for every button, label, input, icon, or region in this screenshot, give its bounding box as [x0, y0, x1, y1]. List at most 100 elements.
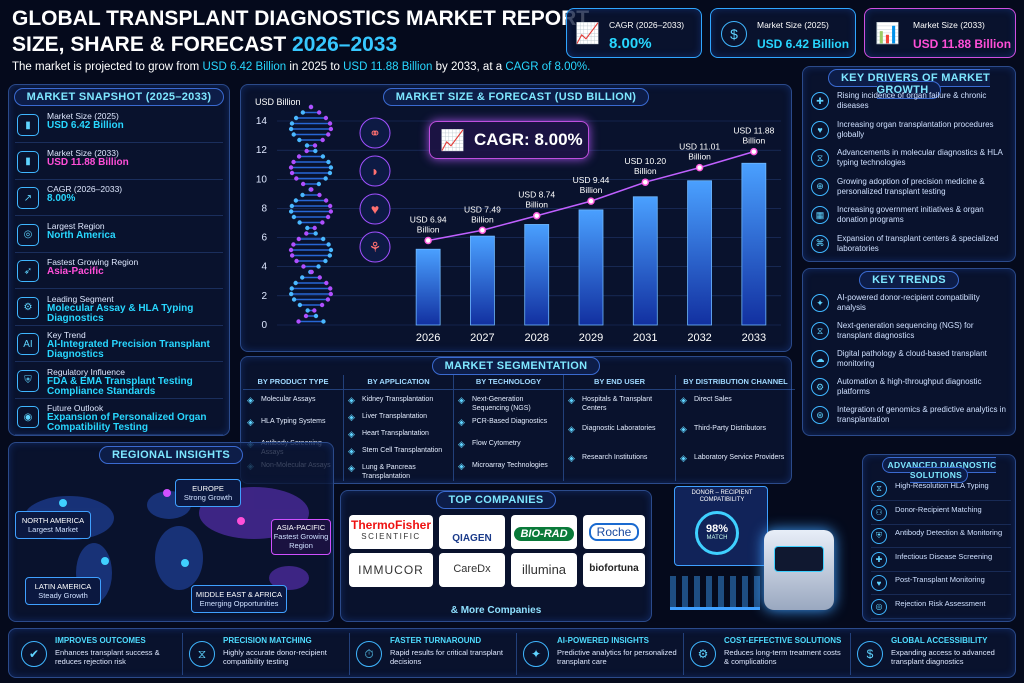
snapshot-label: Fastest Growing Region [47, 257, 139, 267]
chart-up-icon: 📈 [440, 130, 465, 152]
solution-text: Donor-Recipient Matching [895, 504, 982, 514]
regional-title: REGIONAL INSIGHTS [99, 446, 243, 464]
company-logo-roche[interactable]: Roche [583, 515, 645, 549]
panel-title: REGIONAL INSIGHTS [9, 446, 333, 464]
driver-text: Growing adoption of precision medicine &… [837, 176, 985, 196]
subtitle-c: in 2025 to [289, 61, 340, 73]
segment-icon: ◈ [247, 395, 254, 405]
company-name: CareDx [453, 563, 491, 575]
y-tick-label: 6 [261, 233, 267, 244]
x-tick-label: 2026 [416, 332, 440, 344]
stat-card-value: 8.00% [609, 35, 652, 52]
companies-title: TOP COMPANIES [435, 491, 557, 509]
trend-item: ⧖ Next-generation sequencing (NGS) for tr… [811, 319, 1011, 345]
snapshot-label: Key Trend [47, 330, 86, 340]
analytics-icon: ⊛ [811, 406, 829, 424]
title-line-2-main: SIZE, SHARE & FORECAST [12, 33, 287, 56]
title-line-1: GLOBAL TRANSPLANT DIAGNOSTICS MARKET REP… [12, 7, 590, 30]
analyzer-machine [764, 530, 834, 610]
trend-item: ⊛ Integration of genomics & predictive an… [811, 403, 1011, 429]
dna-icon: ⧖ [811, 322, 829, 340]
kidney-icon: ✚ [811, 92, 829, 110]
region-latin-america[interactable]: LATIN AMERICA Steady Growth [25, 577, 101, 605]
region-middle-east-africa[interactable]: MIDDLE EAST & AFRICA Emerging Opportunit… [191, 585, 287, 613]
driver-text: Expansion of transplant centers & specia… [837, 233, 999, 253]
data-label: USD 6.94 Billion [410, 214, 447, 234]
region-note: Emerging Opportunities [199, 599, 279, 608]
cagr-annotation: CAGR: 8.00% [474, 130, 583, 149]
region-note: Fastest Growing Region [273, 532, 329, 550]
segment-icon: ◈ [247, 417, 254, 427]
company-logo-biorad[interactable]: BIO-RAD [511, 515, 577, 549]
company-logo-qiagen[interactable]: QIAGEN [439, 515, 505, 549]
segment-icon: ◈ [568, 424, 575, 434]
driver-text: Advancements in molecular diagnostics & … [837, 148, 1003, 167]
driver-text: Increasing organ transplantation procedu… [837, 119, 994, 139]
trend-text: Next-generation sequencing (NGS) for tra… [837, 321, 974, 340]
segmentation-item-label: Kidney Transplantation [362, 396, 434, 403]
hand-heart-icon: ♥ [811, 120, 829, 139]
solution-text: Antibody Detection & Monitoring [895, 528, 1003, 537]
subtitle-d: USD 11.88 Billion [343, 61, 433, 73]
benefit-text: Rapid results for critical transplant de… [390, 648, 503, 666]
company-name: biofortuna [589, 563, 639, 574]
segment-icon: ◈ [458, 439, 465, 449]
panel-title: KEY TRENDS [803, 271, 1015, 289]
snapshot-title: MARKET SNAPSHOT (2025–2033) [13, 88, 225, 106]
data-label: USD 11.01 Billion [679, 142, 720, 162]
dna-icon: ⧖ [871, 481, 887, 497]
snapshot-value: FDA & EMA Transplant Testing Compliance … [47, 375, 193, 397]
title-line-2: SIZE, SHARE & FORECAST 2026–2033 [12, 32, 589, 58]
snapshot-item: ▮ Market Size (2033) USD 11.88 Billion [15, 146, 223, 180]
region-name: LATIN AMERICA [34, 582, 92, 591]
companies-panel: TOP COMPANIES ThermoFisher SCIENTIFIC QI… [340, 490, 652, 622]
company-name: QIAGEN [452, 533, 492, 544]
match-label: MATCH [706, 535, 728, 541]
test-tubes [670, 576, 760, 610]
stat-card-cagr: 📈 CAGR (2026–2033) 8.00% [566, 8, 702, 58]
company-logo-thermofisher[interactable]: ThermoFisher SCIENTIFIC [349, 515, 433, 549]
trend-point [641, 178, 650, 186]
segmentation-item-label: Microarray Technologies [472, 462, 548, 469]
gear-icon: ⚙ [17, 296, 39, 319]
benefit-title: COST-EFFECTIVE SOLUTIONS [724, 636, 842, 645]
company-logo-biofortuna[interactable]: biofortuna [583, 553, 645, 587]
trend-point [478, 226, 487, 235]
company-logo-caredx[interactable]: CareDx [439, 553, 505, 587]
segmentation-header: BY END USER [564, 377, 675, 390]
bar [687, 180, 712, 326]
snapshot-value: USD 6.42 Billion [47, 120, 124, 131]
benefit-title: PRECISION MATCHING [223, 636, 312, 645]
lungs-icon [359, 231, 391, 263]
benefit-text: Enhances transplant success & reduces re… [55, 648, 160, 666]
y-tick-label: 4 [261, 262, 267, 273]
benefit-item: ✦ AI-POWERED INSIGHTS Predictive analytics… [516, 633, 678, 675]
snapshot-item: AI Key Trend AI-Integrated Precision Trans… [15, 328, 223, 362]
segment-icon: ◈ [680, 395, 687, 405]
ai-chip-icon: AI [17, 333, 39, 355]
snapshot-item: ➶ Fastest Growing Region Asia-Pacific [15, 255, 223, 289]
segmentation-header: BY APPLICATION [344, 377, 453, 390]
page-title: GLOBAL TRANSPLANT DIAGNOSTICS MARKET REP… [12, 6, 589, 58]
segmentation-title: MARKET SEGMENTATION [431, 357, 601, 375]
bar-chart-icon: ▮ [17, 114, 39, 136]
segment-icon: ◈ [458, 417, 465, 427]
segmentation-item-label: Flow Cytometry [472, 440, 521, 447]
company-logo-illumina[interactable]: illumina [511, 553, 577, 587]
solution-text: High-Resolution HLA Typing [895, 481, 989, 490]
more-companies-link[interactable]: & More Companies [450, 605, 542, 616]
stat-card-label: Market Size (2033) [913, 20, 985, 30]
x-tick-label: 2031 [633, 332, 657, 344]
shield-icon: ⛨ [17, 369, 39, 392]
snapshot-label: Market Size (2025) [47, 111, 119, 121]
snapshot-value: Expansion of Personalized Organ Compatib… [47, 412, 207, 433]
region-asia-pacific[interactable]: ASIA-PACIFIC Fastest Growing Region [271, 519, 331, 555]
solution-item: ⧖ High-Resolution HLA Typing [871, 479, 1011, 501]
trend-text: Integration of genomics & predictive ana… [837, 405, 1006, 424]
y-tick-label: 12 [256, 145, 268, 156]
region-europe[interactable]: EUROPE Strong Growth [175, 479, 241, 507]
region-name: MIDDLE EAST & AFRICA [195, 590, 283, 599]
region-north-america[interactable]: NORTH AMERICA Largest Market [15, 511, 91, 539]
driver-item: ▦ Increasing government initiatives & org… [811, 203, 1011, 229]
company-logo-immucor[interactable]: IMMUCOR [349, 553, 433, 587]
